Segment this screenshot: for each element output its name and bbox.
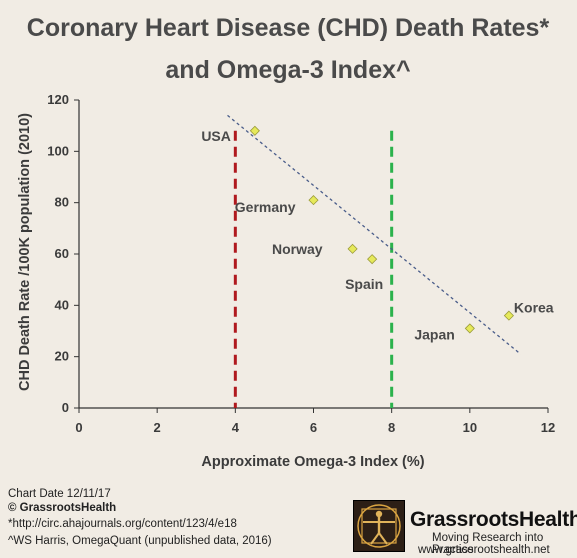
y-tick-label: 80: [55, 195, 69, 210]
point-japan: [464, 323, 475, 334]
x-axis-label: Approximate Omega-3 Index (%): [201, 454, 424, 470]
y-tick-label: 40: [55, 297, 69, 312]
x-tick-label: 6: [310, 420, 317, 435]
x-tick-label: 0: [75, 420, 82, 435]
source-note: ^WS Harris, OmegaQuant (unpublished data…: [8, 535, 272, 547]
point-label-japan: Japan: [414, 326, 454, 342]
axes: 0 20 40 60 80 100 120 0 2 4 6 8 10 12: [47, 92, 555, 435]
x-tick-label: 4: [232, 420, 240, 435]
x-tick-label: 2: [154, 420, 161, 435]
x-tick-label: 12: [541, 420, 555, 435]
trendline: [227, 114, 522, 355]
point-spain: [367, 254, 378, 265]
y-tick-label: 20: [55, 349, 69, 364]
x-tick-label: 10: [463, 420, 477, 435]
chart: Coronary Heart Disease (CHD) Death Rates…: [17, 14, 555, 470]
chart-title-line2: and Omega-3 Index^: [165, 56, 411, 84]
brand-name: GrassrootsHealth: [410, 508, 577, 531]
point-norway: [347, 243, 358, 254]
chart-title-line1: Coronary Heart Disease (CHD) Death Rates…: [27, 14, 550, 42]
source-link: *http://circ.ahajournals.org/content/123…: [8, 518, 237, 530]
brand-tagline: Moving Research into Practice: [432, 532, 544, 556]
x-tick-label: 8: [388, 420, 395, 435]
point-germany: [308, 195, 319, 206]
reference-lines: [233, 130, 394, 408]
point-label-korea: Korea: [514, 300, 554, 316]
point-korea: [503, 310, 514, 321]
y-tick-label: 0: [62, 400, 69, 415]
copyright: © GrassrootsHealth: [8, 502, 117, 514]
data-points: USA Germany Norway Spain Japan Korea: [201, 125, 554, 342]
point-usa: [249, 125, 260, 136]
point-label-usa: USA: [201, 128, 231, 144]
chart-date: Chart Date 12/11/17: [8, 488, 111, 500]
point-label-norway: Norway: [272, 241, 323, 257]
y-tick-label: 120: [47, 92, 69, 107]
brand-url: www.grassrootshealth.net: [418, 544, 550, 556]
vitruvian-logo-icon: [353, 500, 405, 552]
trendline-group: [227, 114, 522, 355]
y-tick-label: 60: [55, 246, 69, 261]
point-label-spain: Spain: [345, 276, 383, 292]
y-tick-label: 100: [47, 143, 69, 158]
y-axis-label: CHD Death Rate /100K population (2010): [17, 113, 33, 391]
point-label-germany: Germany: [235, 199, 296, 215]
